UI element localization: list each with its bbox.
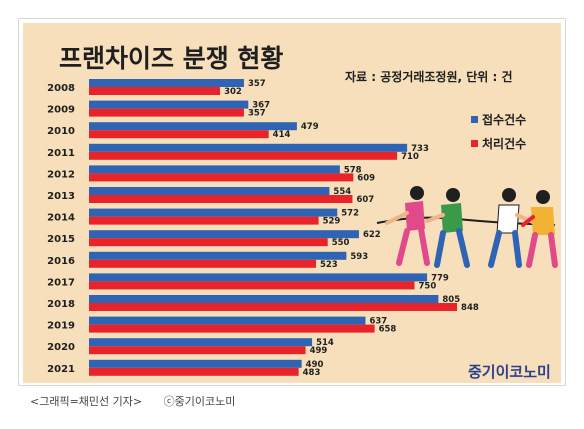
person-3-icon: [488, 188, 537, 268]
value-label-received: 367: [252, 101, 270, 111]
bar-processed: [89, 216, 319, 225]
value-label-processed: 523: [320, 260, 338, 270]
bar-received: [89, 295, 439, 303]
legend-received-swatch: [471, 116, 478, 123]
person-2-icon: [425, 188, 470, 268]
value-label-processed: 357: [248, 109, 266, 119]
bar-processed: [89, 151, 398, 160]
year-label: 2017: [47, 277, 75, 288]
value-label-received: 622: [363, 230, 381, 240]
chart-title: 프랜차이즈 분쟁 현황: [59, 44, 284, 73]
bar-processed: [89, 87, 221, 95]
value-label-processed: 414: [273, 130, 291, 140]
year-label: 2011: [47, 148, 75, 159]
year-label: 2015: [47, 234, 75, 245]
bar-received: [89, 165, 340, 174]
bar-processed: [89, 259, 316, 268]
bar-processed: [89, 130, 269, 139]
value-label-received: 637: [369, 317, 387, 327]
value-label-received: 514: [316, 338, 334, 348]
bar-processed: [89, 281, 415, 290]
source-note: 자료 : 공정거래조정원, 단위 : 건: [345, 70, 513, 84]
person-4-icon: [521, 190, 558, 268]
bar-received: [89, 187, 330, 195]
value-label-processed: 302: [224, 87, 242, 97]
year-label: 2014: [47, 213, 75, 224]
bar-received: [89, 251, 347, 260]
legend-processed: 처리건수: [471, 135, 526, 152]
legend-received-label: 접수건수: [482, 113, 527, 127]
year-label: 2010: [47, 126, 75, 137]
bar-received: [89, 359, 302, 368]
value-label-processed: 848: [461, 303, 479, 313]
year-label: 2009: [47, 105, 75, 116]
value-label-received: 554: [333, 187, 351, 197]
legend-processed-swatch: [471, 140, 478, 147]
brand-logo: 중기이코노미: [468, 363, 551, 381]
year-label: 2012: [47, 169, 75, 180]
value-label-processed: 710: [401, 152, 419, 162]
person-1-icon: [385, 186, 430, 266]
bar-processed: [89, 238, 328, 247]
value-label-processed: 499: [310, 346, 328, 356]
chart-panel: 프랜차이즈 분쟁 현황 자료 : 공정거래조정원, 단위 : 건 2008 357…: [23, 23, 561, 383]
value-label-received: 593: [350, 252, 368, 262]
value-label-processed: 550: [332, 238, 350, 248]
value-label-received: 805: [442, 295, 460, 305]
bar-processed: [89, 195, 353, 203]
value-label-received: 572: [341, 209, 359, 219]
bar-processed: [89, 367, 299, 376]
bar-processed: [89, 108, 244, 117]
value-label-received: 490: [306, 360, 324, 370]
graphic-frame: 프랜차이즈 분쟁 현황 자료 : 공정거래조정원, 단위 : 건 2008 357…: [18, 18, 566, 386]
bar-received: [89, 79, 244, 87]
value-label-received: 578: [344, 165, 362, 175]
year-label: 2020: [47, 342, 75, 353]
value-label-received: 733: [411, 144, 429, 154]
year-label: 2016: [47, 256, 75, 267]
bar-received: [89, 143, 408, 152]
value-label-processed: 658: [379, 325, 397, 335]
bar-processed: [89, 173, 354, 182]
year-label: 2019: [47, 321, 75, 332]
bar-processed: [89, 324, 375, 333]
legend-processed-label: 처리건수: [482, 137, 527, 151]
value-label-received: 779: [431, 273, 449, 283]
bar-received: [89, 100, 249, 109]
graphic-credit: <그래픽=채민선 기자>: [30, 395, 143, 408]
year-label: 2013: [47, 191, 75, 202]
value-label-processed: 483: [303, 368, 321, 378]
value-label-processed: 607: [356, 195, 374, 205]
value-label-processed: 609: [357, 173, 375, 183]
legend-received: 접수건수: [471, 111, 526, 128]
bar-processed: [89, 346, 306, 355]
bar-processed: [89, 303, 458, 311]
year-label: 2008: [47, 83, 75, 94]
year-label: 2018: [47, 299, 75, 310]
bar-received: [89, 273, 428, 282]
value-label-received: 357: [248, 79, 266, 89]
value-label-processed: 529: [323, 217, 341, 227]
year-label: 2021: [47, 364, 75, 375]
bar-received: [89, 208, 338, 217]
value-label-received: 479: [301, 122, 319, 132]
copyright-note: ⓒ중기이코노미: [163, 395, 236, 408]
bar-received: [89, 230, 359, 239]
value-label-processed: 750: [419, 281, 437, 291]
bar-received: [89, 316, 366, 325]
bar-received: [89, 122, 297, 131]
bar-received: [89, 338, 313, 347]
image-caption: <그래픽=채민선 기자> ⓒ중기이코노미: [30, 393, 253, 409]
tug-of-war-illustration: [376, 186, 558, 268]
